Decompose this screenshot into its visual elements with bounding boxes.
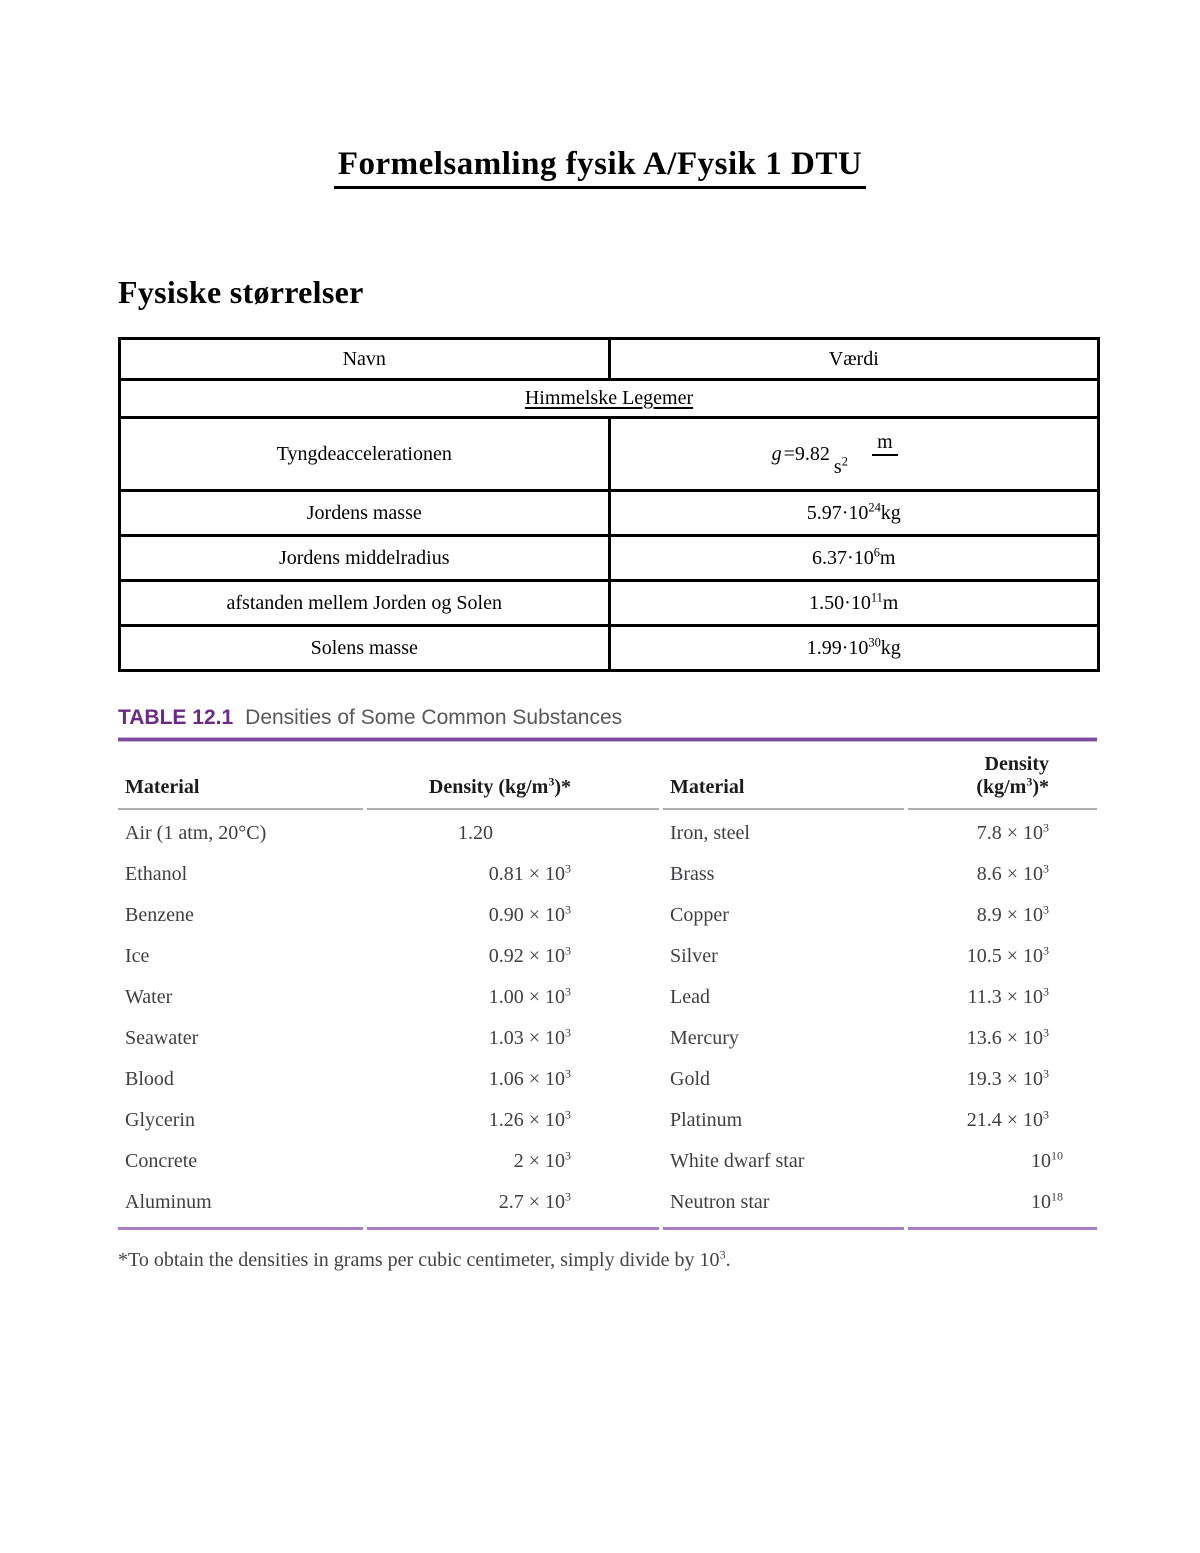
density-cell: 2 × 103	[513, 1148, 571, 1172]
document-title-text: Formelsamling fysik A/Fysik 1 DTU	[333, 146, 867, 189]
density-cell: 1.20	[458, 822, 493, 844]
density-cell: 8.9 × 103	[976, 902, 1049, 926]
constants-table: Navn Værdi Himmelske Legemer Tyngdeaccel…	[118, 337, 1100, 672]
constant-value: 1.50·1011m	[607, 579, 1100, 627]
constant-value: 1.99·1030kg	[607, 624, 1100, 672]
constant-value: g =9.82 m s2	[607, 416, 1100, 492]
table-row: Benzene 0.90 × 103 Copper 8.9 × 103	[118, 895, 1097, 936]
document-title: Formelsamling fysik A/Fysik 1 DTU	[0, 146, 1200, 189]
material-cell: Blood	[125, 1068, 174, 1090]
table-row: Solens masse 1.99·1030kg	[118, 624, 1100, 672]
header-material-right: Material	[663, 776, 904, 810]
material-cell: Aluminum	[125, 1191, 212, 1213]
table-row: Water 1.00 × 103 Lead 11.3 × 103	[118, 977, 1097, 1018]
section-heading: Fysiske størrelser	[118, 274, 364, 310]
material-cell: Lead	[670, 986, 710, 1008]
material-cell: Ice	[125, 945, 150, 967]
constant-name: Solens masse	[118, 624, 611, 672]
table-row: Concrete 2 × 103 White dwarf star 1010	[118, 1141, 1097, 1182]
table-row: Jordens middelradius 6.37·106m	[118, 534, 1100, 582]
density-table-body: Air (1 atm, 20°C) 1.20 Iron, steel 7.8 ×…	[118, 810, 1097, 1223]
density-cell: 2.7 × 103	[498, 1189, 571, 1213]
table-row: Blood 1.06 × 103 Gold 19.3 × 103	[118, 1059, 1097, 1100]
bottom-rule-divider	[118, 1227, 1097, 1230]
constant-value: 6.37·106m	[607, 534, 1100, 582]
header-cell-vaerdi: Værdi	[607, 337, 1100, 381]
header-material-left: Material	[118, 776, 363, 810]
density-cell: 11.3 × 103	[967, 984, 1049, 1008]
table-footnote: *To obtain the densities in grams per cu…	[118, 1247, 731, 1271]
density-cell: 0.81 × 103	[488, 861, 571, 885]
density-cell: 1.00 × 103	[488, 984, 571, 1008]
top-rule-divider	[118, 738, 1097, 741]
material-cell: Iron, steel	[670, 822, 750, 844]
material-cell: Benzene	[125, 904, 194, 926]
density-table-header-row: Material Density (kg/m3)* Material Densi…	[118, 741, 1097, 810]
density-cell: 1.03 × 103	[488, 1025, 571, 1049]
table-row: Tyngdeaccelerationen g =9.82 m s2	[118, 416, 1100, 492]
material-cell: Gold	[670, 1068, 710, 1090]
density-table: TABLE 12.1 Densities of Some Common Subst…	[118, 706, 1097, 1272]
gravity-formula: g =9.82 m s2	[772, 432, 936, 477]
header-density-right: Density (kg/m3)*	[908, 753, 1097, 810]
material-cell: Ethanol	[125, 863, 188, 885]
material-cell: Air (1 atm, 20°C)	[125, 822, 267, 844]
density-cell: 0.90 × 103	[488, 902, 571, 926]
table-row: Jordens masse 5.97·1024kg	[118, 489, 1100, 537]
header-density-left: Density (kg/m3)*	[367, 775, 659, 810]
density-cell: 19.3 × 103	[966, 1066, 1049, 1090]
material-cell: Platinum	[670, 1109, 743, 1131]
density-cell: 1018	[1031, 1189, 1063, 1213]
material-cell: Seawater	[125, 1027, 199, 1049]
material-cell: Glycerin	[125, 1109, 195, 1131]
table-number-label: TABLE 12.1	[118, 706, 234, 729]
header-cell-navn: Navn	[118, 337, 611, 381]
table-row: Ice 0.92 × 103 Silver 10.5 × 103	[118, 936, 1097, 977]
group-header-text: Himmelske Legemer	[524, 387, 694, 409]
group-header-row: Himmelske Legemer	[118, 378, 1100, 419]
constant-name: Tyngdeaccelerationen	[118, 416, 611, 492]
material-cell: Mercury	[670, 1027, 739, 1049]
constant-name: Jordens masse	[118, 489, 611, 537]
table-header-row: Navn Værdi	[118, 337, 1100, 381]
density-cell: 0.92 × 103	[488, 943, 571, 967]
constant-name: afstanden mellem Jorden og Solen	[118, 579, 611, 627]
table-row: Air (1 atm, 20°C) 1.20 Iron, steel 7.8 ×…	[118, 813, 1097, 854]
fraction: m s2	[834, 432, 936, 477]
density-cell: 1.26 × 103	[488, 1107, 571, 1131]
density-cell: 1.06 × 103	[488, 1066, 571, 1090]
density-cell: 7.8 × 103	[976, 820, 1049, 844]
material-cell: Water	[125, 986, 173, 1008]
density-cell: 8.6 × 103	[976, 861, 1049, 885]
table-title: Densities of Some Common Substances	[245, 706, 623, 729]
material-cell: Copper	[670, 904, 729, 926]
density-cell: 21.4 × 103	[966, 1107, 1049, 1131]
table-row: Seawater 1.03 × 103 Mercury 13.6 × 103	[118, 1018, 1097, 1059]
table-row: Aluminum 2.7 × 103 Neutron star 1018	[118, 1182, 1097, 1223]
material-cell: Concrete	[125, 1150, 198, 1172]
table-row: afstanden mellem Jorden og Solen 1.50·10…	[118, 579, 1100, 627]
material-cell: Brass	[670, 863, 715, 885]
material-cell: Silver	[670, 945, 718, 967]
constant-name: Jordens middelradius	[118, 534, 611, 582]
material-cell: Neutron star	[670, 1191, 770, 1213]
constant-value: 5.97·1024kg	[607, 489, 1100, 537]
density-cell: 13.6 × 103	[966, 1025, 1049, 1049]
density-cell: 10.5 × 103	[966, 943, 1049, 967]
table-row: Glycerin 1.26 × 103 Platinum 21.4 × 103	[118, 1100, 1097, 1141]
density-table-caption: TABLE 12.1 Densities of Some Common Subst…	[118, 706, 1097, 738]
density-cell: 1010	[1031, 1148, 1063, 1172]
group-header-cell: Himmelske Legemer	[118, 378, 1100, 419]
table-row: Ethanol 0.81 × 103 Brass 8.6 × 103	[118, 854, 1097, 895]
material-cell: White dwarf star	[670, 1150, 805, 1172]
